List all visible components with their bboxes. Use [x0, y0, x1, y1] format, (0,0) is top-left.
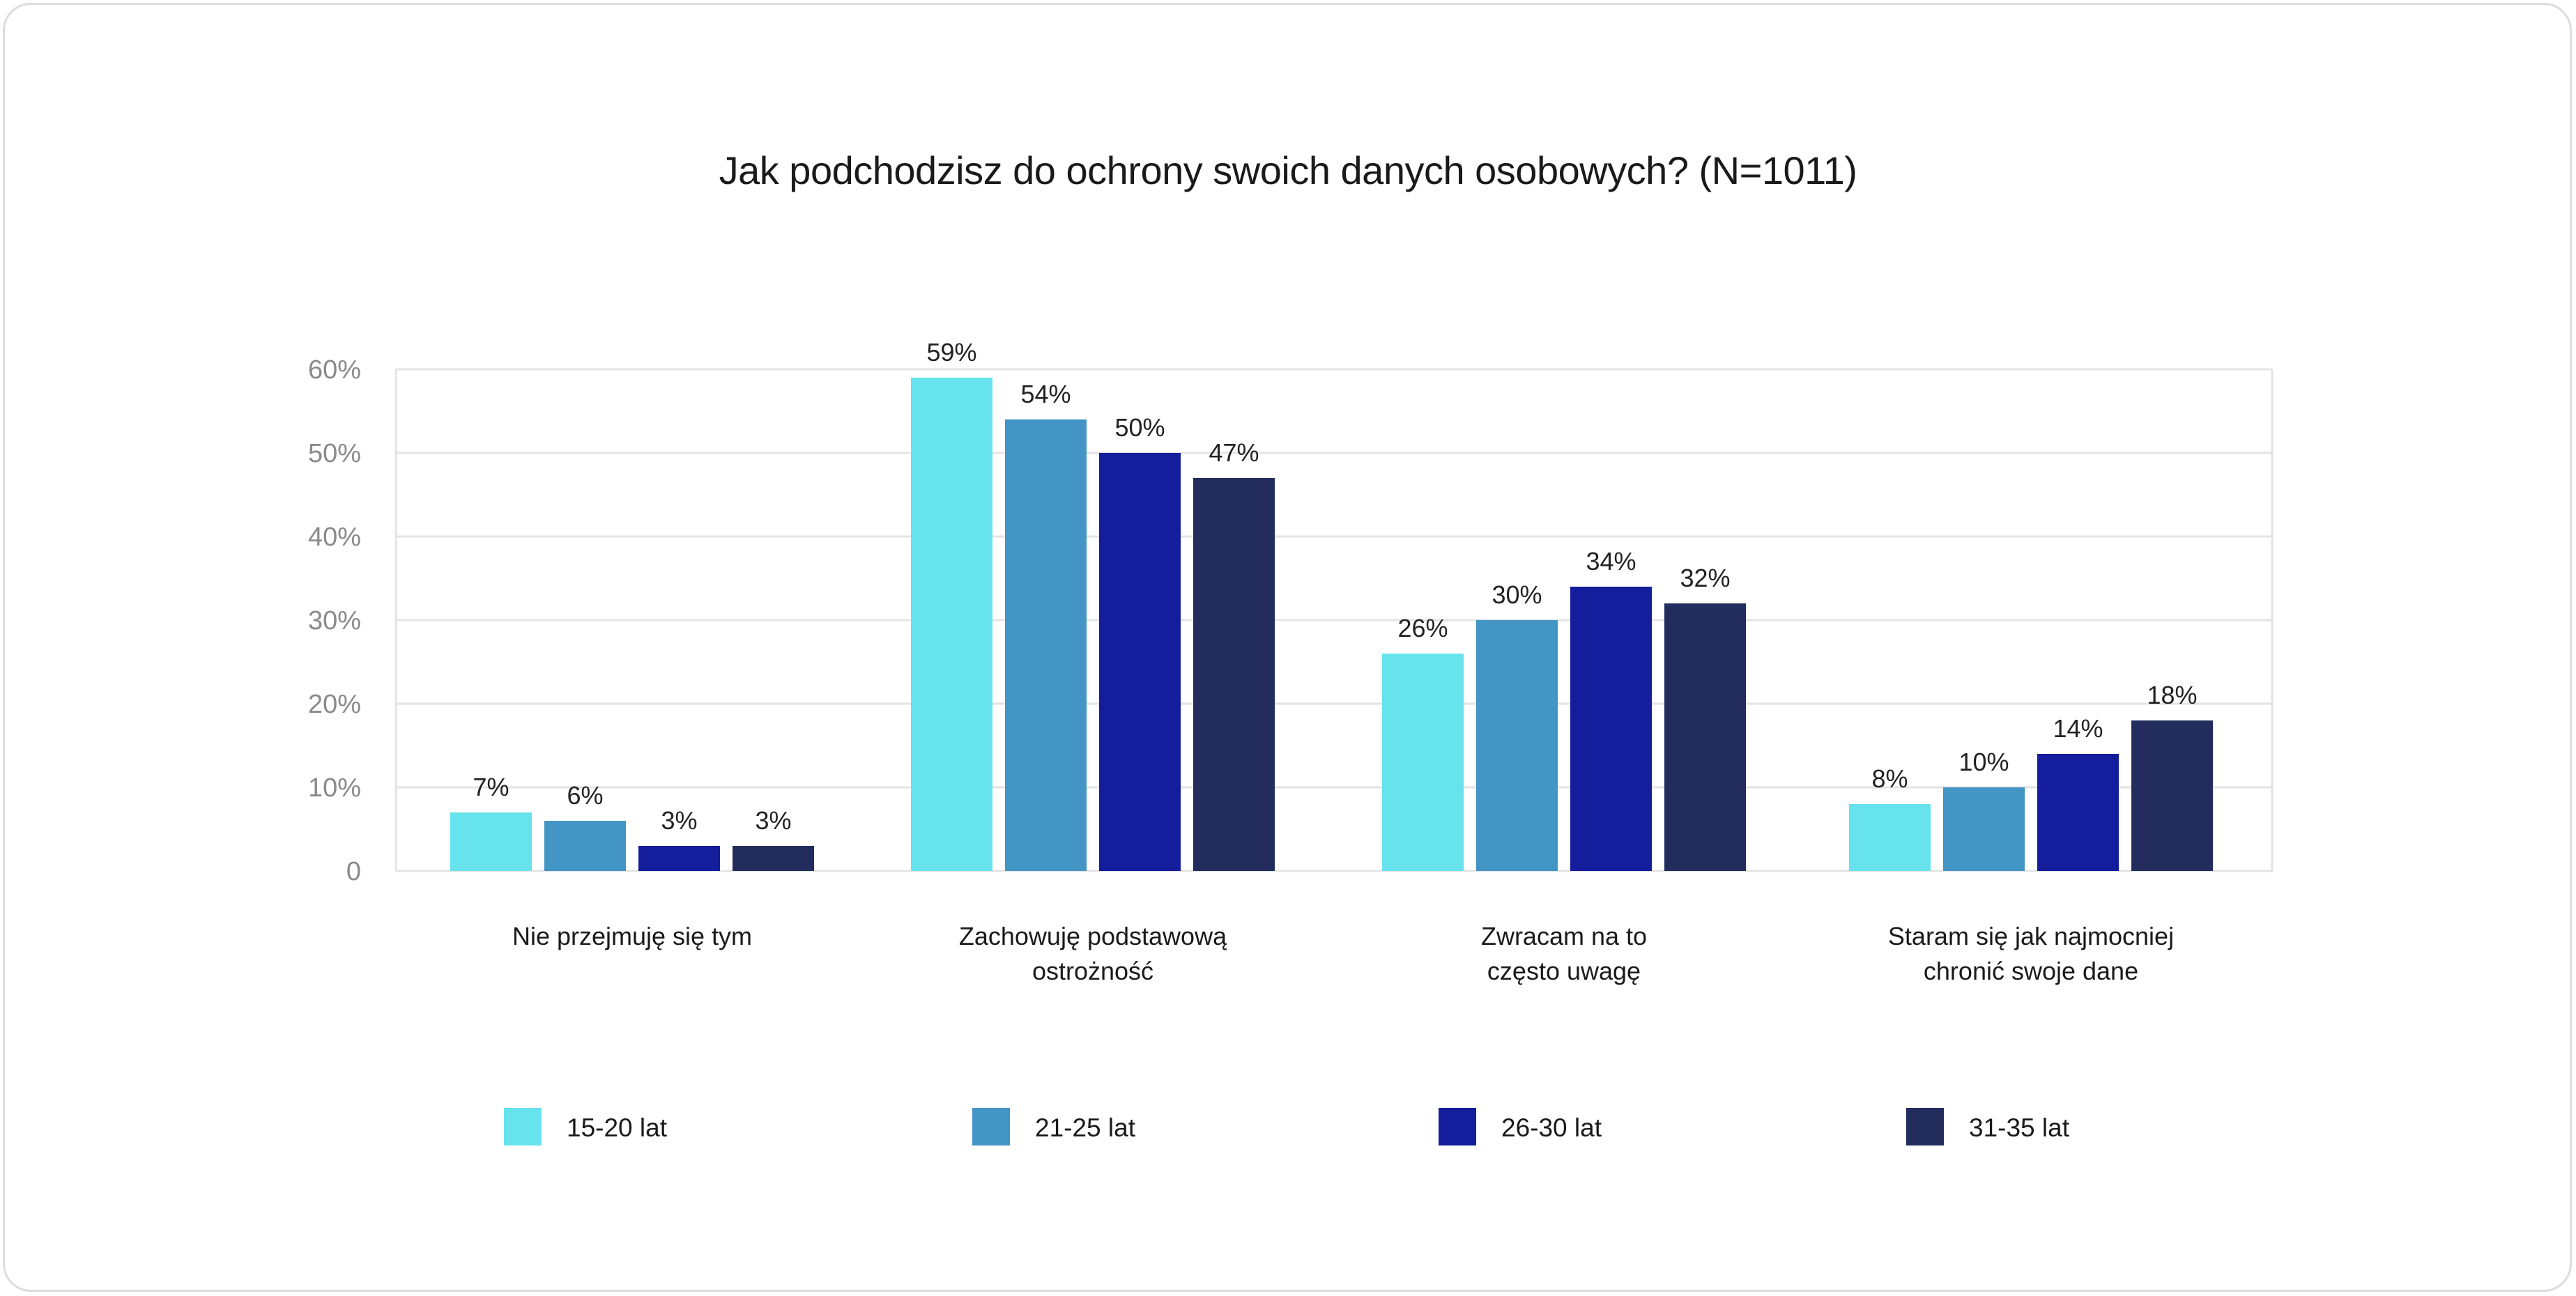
x-category-label: Staram się jak najmocniej: [1888, 922, 2174, 950]
bar-value-label: 6%: [567, 781, 603, 810]
x-category-label: Zachowuję podstawową: [959, 922, 1227, 950]
legend-label: 31-35 lat: [1969, 1113, 2070, 1142]
bar-value-label: 30%: [1492, 580, 1542, 609]
y-tick-label: 60%: [308, 355, 361, 385]
bar-value-label: 8%: [1871, 764, 1908, 793]
y-tick-label: 10%: [308, 773, 361, 803]
value-labels: 7% 6% 3% 3% 59% 54% 50% 47% 26% 30% 34% 32% 8% 10% 14%…: [473, 338, 2197, 835]
x-category-label: Zwracam na to: [1481, 922, 1647, 950]
bar: [1005, 419, 1087, 871]
y-tick-label: 0: [346, 857, 361, 886]
bar: [638, 846, 720, 871]
bar-value-label: 34%: [1586, 547, 1636, 576]
y-tick-label: 40%: [308, 523, 361, 552]
bar-value-label: 32%: [1680, 564, 1730, 592]
bar-value-label: 3%: [755, 806, 791, 835]
legend-swatch: [972, 1108, 1010, 1145]
bar: [911, 378, 992, 871]
chart-title: Jak podchodzisz do ochrony swoich danych…: [719, 148, 1857, 192]
legend-swatch: [1906, 1108, 1944, 1145]
bar: [1943, 787, 2025, 871]
bar: [1664, 603, 1746, 871]
x-category-label: często uwagę: [1487, 957, 1641, 985]
bar: [450, 812, 532, 871]
bar-value-label: 50%: [1114, 413, 1165, 442]
bar-value-label: 59%: [926, 338, 976, 367]
bar: [2131, 720, 2213, 871]
y-tick-label: 20%: [308, 690, 361, 719]
legend-label: 26-30 lat: [1501, 1113, 1602, 1142]
bar: [1476, 620, 1558, 871]
legend-label: 21-25 lat: [1035, 1113, 1136, 1142]
legend-swatch: [504, 1108, 542, 1145]
bar-value-label: 7%: [473, 773, 509, 801]
chart-card: [3, 3, 2572, 1292]
bar-value-label: 47%: [1209, 438, 1259, 467]
bar-value-label: 14%: [2053, 714, 2103, 743]
bar: [2037, 754, 2119, 871]
bar-value-label: 10%: [1958, 748, 2009, 776]
bar-value-label: 54%: [1020, 380, 1071, 408]
grid-lines: [394, 368, 2274, 872]
bars: [450, 378, 2213, 871]
bar: [733, 846, 814, 871]
legend: 15-20 lat 21-25 lat 26-30 lat 31-35 lat: [504, 1108, 2070, 1145]
x-category-label: chronić swoje dane: [1924, 957, 2138, 985]
legend-label: 15-20 lat: [567, 1113, 668, 1142]
bar-value-label: 18%: [2147, 681, 2197, 709]
x-axis-categories: Nie przejmuję się tym Zachowuję podstawow…: [512, 922, 2174, 985]
bar-value-label: 26%: [1397, 614, 1448, 642]
bar: [1099, 453, 1181, 871]
bar-value-label: 3%: [661, 806, 697, 835]
x-category-label: ostrożność: [1032, 957, 1153, 985]
bar: [1382, 654, 1464, 871]
legend-swatch: [1439, 1108, 1476, 1145]
x-category-label: Nie przejmuję się tym: [512, 922, 752, 950]
bar: [544, 821, 626, 871]
y-axis: 0 10% 20% 30% 40% 50% 60%: [308, 355, 361, 886]
y-tick-label: 50%: [308, 439, 361, 468]
y-tick-label: 30%: [308, 606, 361, 635]
bar: [1570, 587, 1652, 871]
bar: [1193, 478, 1275, 871]
bar: [1849, 804, 1931, 871]
